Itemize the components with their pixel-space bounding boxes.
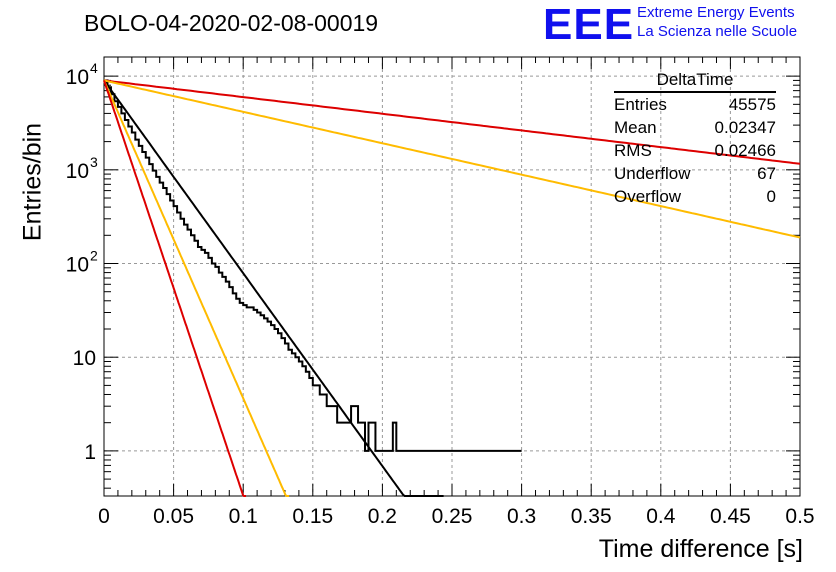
x-tick-label: 0.5: [785, 505, 814, 528]
y-tick-label: 10: [73, 347, 96, 370]
y-tick-label: 10: [66, 66, 89, 89]
organization-text: Extreme Energy Events La Scienza nelle S…: [637, 3, 797, 41]
fit-curve-2: [103, 79, 801, 239]
fit-curve-4: [103, 80, 246, 497]
x-tick-label: 0.05: [153, 505, 194, 528]
y-tick-label: 10: [66, 160, 89, 183]
org-line-1: Extreme Energy Events: [637, 4, 795, 21]
chart-title: BOLO-04-2020-02-08-00019: [84, 10, 379, 36]
y-tick-label-exponent: 3: [90, 154, 98, 170]
x-tick-label: 0.15: [292, 505, 333, 528]
stats-row-rms: RMS 0.02466: [614, 139, 776, 162]
x-tick-label: 0.4: [646, 505, 676, 528]
stats-value: 67: [757, 164, 776, 183]
stats-value: 45575: [728, 95, 776, 114]
stats-row-overflow: Overflow 0: [614, 185, 776, 208]
y-tick-label: 10: [66, 254, 89, 277]
y-axis-label: Entries/bin: [18, 122, 47, 242]
org-line-2: La Scienza nelle Scuole: [637, 23, 798, 40]
stats-value: 0: [766, 187, 776, 206]
stats-row-mean: Mean 0.02347: [614, 116, 776, 139]
stats-value: 0.02347: [714, 118, 776, 137]
y-tick-label-exponent: 2: [90, 248, 98, 264]
stats-label: Overflow: [614, 187, 682, 206]
x-tick-label: 0.3: [507, 505, 536, 528]
histogram-line: [104, 79, 522, 452]
fit-curve-3: [103, 80, 290, 497]
x-axis-label: Time difference [s]: [598, 535, 803, 563]
stats-label: RMS: [614, 141, 652, 160]
x-tick-label: 0: [98, 505, 110, 528]
x-tick-label: 0.25: [432, 505, 473, 528]
stats-label: Entries: [614, 95, 667, 114]
stats-title: DeltaTime: [614, 70, 776, 93]
fit-curve-0: [103, 79, 444, 497]
stats-row-underflow: Underflow 67: [614, 162, 776, 185]
y-tick-label-exponent: 4: [90, 60, 98, 76]
stats-box: DeltaTime Entries 45575 Mean 0.02347 RMS…: [614, 70, 776, 208]
y-tick-label: 1: [84, 441, 96, 464]
x-tick-label: 0.45: [710, 505, 751, 528]
stats-value: 0.02466: [714, 141, 776, 160]
x-tick-label: 0.35: [571, 505, 612, 528]
stats-row-entries: Entries 45575: [614, 93, 776, 116]
x-tick-label: 0.2: [368, 505, 397, 528]
stats-label: Mean: [614, 118, 657, 137]
fit-curve-1: [103, 79, 801, 165]
x-tick-label: 0.1: [229, 505, 258, 528]
stats-label: Underflow: [614, 164, 691, 183]
eee-logo: EEE: [543, 0, 635, 49]
